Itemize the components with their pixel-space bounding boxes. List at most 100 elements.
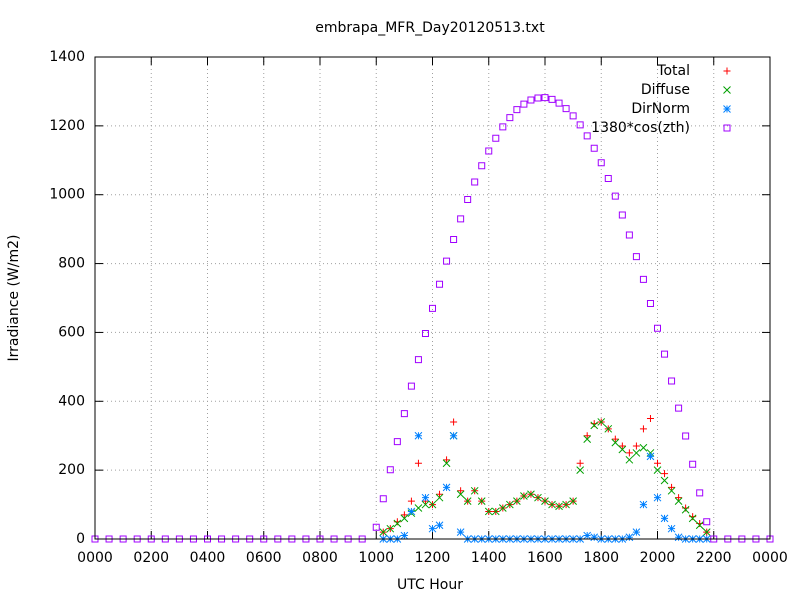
data-point [443, 456, 451, 464]
data-point [379, 495, 387, 503]
data-point [414, 504, 423, 512]
data-point [675, 494, 683, 502]
data-point [625, 533, 634, 542]
data-point [407, 382, 415, 390]
data-point [667, 524, 676, 533]
legend-label: 1380*cos(zth) [591, 120, 690, 136]
data-point [478, 162, 486, 170]
data-point [161, 535, 169, 543]
data-point [527, 490, 535, 499]
y-axis-label: Irradiance (W/m2) [6, 235, 22, 362]
data-point [534, 94, 542, 102]
data-point [611, 438, 620, 447]
data-point [400, 511, 408, 519]
data-point [421, 329, 429, 337]
data-point [379, 528, 388, 536]
legend-marker [723, 86, 731, 94]
data-point [393, 438, 401, 446]
data-point [429, 304, 436, 312]
data-point [541, 497, 549, 505]
data-point [597, 159, 605, 167]
data-point [527, 96, 535, 104]
data-point [703, 518, 711, 526]
data-point [569, 112, 577, 120]
data-point [562, 500, 570, 509]
data-point [639, 275, 647, 283]
x-tick-label: 0000 [752, 550, 788, 566]
y-tick-label: 400 [58, 393, 85, 409]
x-tick-label: 2000 [640, 550, 676, 566]
data-point [660, 514, 669, 523]
data-point [442, 483, 451, 492]
data-point [583, 435, 592, 444]
data-point [654, 324, 661, 332]
y-tick-label: 0 [76, 531, 85, 547]
data-point [91, 535, 99, 543]
data-point [674, 533, 683, 542]
data-point [724, 535, 732, 543]
data-point [436, 490, 444, 498]
data-point [590, 144, 598, 152]
x-tick-label: 0600 [246, 550, 282, 566]
data-point [632, 528, 641, 536]
data-point [506, 114, 514, 122]
data-point [548, 500, 556, 509]
data-point [436, 280, 444, 288]
data-point [660, 476, 669, 485]
data-point [119, 535, 127, 543]
data-point [147, 535, 155, 543]
data-point [457, 215, 465, 223]
data-point [625, 231, 633, 239]
x-tick-label: 0800 [302, 550, 338, 566]
y-tick-label: 1200 [49, 118, 85, 134]
x-tick-label: 1800 [583, 550, 619, 566]
data-point [358, 535, 366, 543]
data-point [597, 418, 606, 426]
y-tick-label: 800 [58, 256, 85, 272]
data-point [618, 445, 627, 454]
data-point [386, 466, 394, 474]
data-point [105, 535, 113, 543]
data-point [674, 497, 683, 505]
data-point [218, 535, 226, 543]
data-point [611, 435, 619, 443]
data-point [477, 497, 486, 505]
data-point [632, 442, 640, 450]
data-point [646, 300, 654, 308]
chart-title: embrapa_MFR_Day20120513.txt [315, 20, 545, 36]
data-point [520, 492, 528, 500]
x-axis-label: UTC Hour [397, 577, 463, 593]
data-point [302, 535, 310, 543]
legend-label: Diffuse [641, 82, 690, 98]
data-point [499, 123, 507, 131]
data-point [492, 134, 500, 142]
data-point [555, 502, 563, 511]
data-point [520, 100, 528, 108]
data-point [668, 483, 676, 491]
data-point [569, 497, 577, 505]
data-point [414, 356, 422, 364]
x-tick-label: 0200 [133, 550, 169, 566]
legend-marker [723, 67, 731, 75]
data-point [435, 493, 444, 502]
data-point [618, 442, 626, 450]
data-point [456, 490, 465, 499]
data-point [232, 535, 240, 543]
data-point [653, 466, 662, 474]
data-point [421, 493, 430, 502]
data-point [653, 493, 662, 502]
data-point [618, 211, 626, 219]
data-point [576, 121, 584, 129]
data-point [316, 535, 324, 543]
data-point [288, 535, 296, 543]
data-point [675, 404, 683, 412]
data-point [505, 500, 514, 509]
data-point [688, 514, 697, 523]
data-point [632, 449, 641, 457]
data-point [449, 431, 458, 440]
data-point [513, 106, 521, 114]
data-point [668, 377, 676, 385]
data-point [246, 535, 254, 543]
